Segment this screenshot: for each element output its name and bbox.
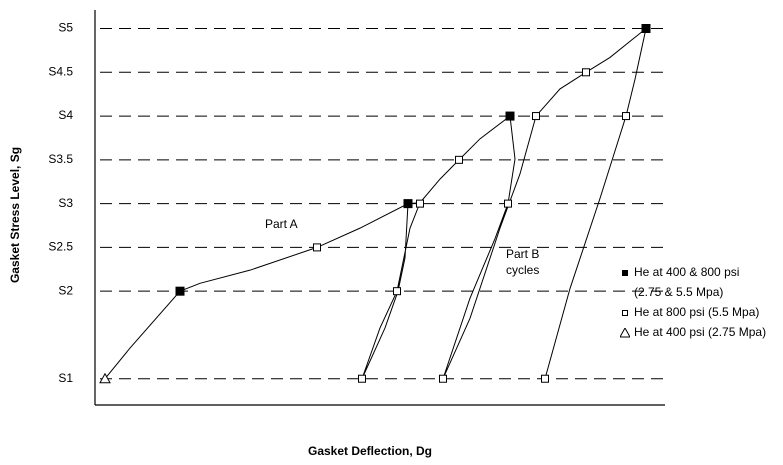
marker	[358, 374, 366, 383]
y-tick-label: S2.5	[48, 240, 73, 254]
annotation: Part B	[506, 247, 539, 261]
annotation: cycles	[506, 263, 539, 277]
legend-label: He at 400 & 800 psi (2.75 & 5.5 Mpa)	[634, 265, 740, 299]
marker	[175, 286, 185, 296]
marker	[622, 270, 628, 276]
y-tick-label: S5	[58, 21, 73, 35]
marker	[416, 199, 424, 208]
legend-icon	[622, 310, 628, 316]
marker	[313, 243, 321, 252]
y-tick-label: S1	[58, 371, 73, 385]
y-tick-label: S3.5	[48, 152, 73, 166]
marker	[620, 328, 630, 338]
y-axis-title: Gasket Stress Level, Sg	[8, 147, 22, 283]
y-tick-label: S3	[58, 196, 73, 210]
legend-icon	[620, 328, 630, 338]
marker	[439, 374, 447, 383]
legend: He at 400 & 800 psi (2.75 & 5.5 Mpa) He a…	[620, 262, 770, 342]
legend-item: He at 400 & 800 psi (2.75 & 5.5 Mpa)	[620, 262, 770, 302]
legend-label: He at 800 psi (5.5 Mpa)	[634, 305, 760, 319]
legend-label: He at 400 psi (2.75 Mpa)	[634, 325, 767, 339]
marker	[641, 24, 651, 34]
marker	[393, 287, 401, 296]
marker	[582, 68, 590, 77]
marker	[622, 310, 628, 316]
legend-icon	[622, 270, 628, 276]
y-tick-label: S2	[58, 283, 73, 297]
marker	[504, 199, 512, 208]
x-axis-title: Gasket Deflection, Dg	[308, 444, 432, 458]
marker	[622, 112, 630, 121]
marker	[455, 155, 463, 164]
legend-item: He at 400 psi (2.75 Mpa)	[620, 322, 770, 342]
marker	[505, 111, 515, 121]
marker	[99, 372, 111, 384]
marker	[532, 112, 540, 121]
y-tick-label: S4	[58, 108, 73, 122]
y-tick-label: S4.5	[48, 64, 73, 78]
marker	[541, 374, 549, 383]
legend-item: He at 800 psi (5.5 Mpa)	[620, 302, 770, 322]
annotation: Part A	[265, 217, 298, 231]
marker	[403, 199, 413, 209]
